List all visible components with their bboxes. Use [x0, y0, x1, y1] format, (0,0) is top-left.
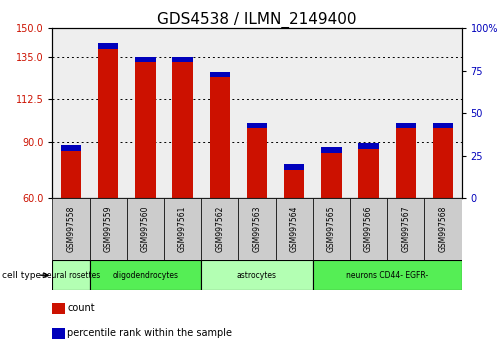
Text: GSM997558: GSM997558	[66, 206, 75, 252]
Bar	[358, 143, 379, 198]
Text: GSM997563: GSM997563	[252, 206, 261, 252]
Bar	[284, 164, 304, 198]
Bar	[313, 260, 462, 290]
Bar	[284, 164, 304, 170]
Text: GSM997559: GSM997559	[104, 206, 113, 252]
Bar	[52, 260, 90, 290]
Bar	[239, 198, 275, 260]
Bar	[396, 123, 416, 198]
Bar	[52, 198, 90, 260]
Text: count: count	[67, 303, 95, 313]
Bar	[396, 123, 416, 129]
Bar	[201, 198, 239, 260]
Bar	[201, 260, 313, 290]
Bar	[424, 198, 462, 260]
Bar	[247, 123, 267, 129]
Bar	[247, 123, 267, 198]
Bar	[98, 44, 118, 49]
Text: GSM997564: GSM997564	[290, 206, 299, 252]
Bar	[433, 123, 453, 198]
Bar	[321, 147, 342, 153]
Bar	[210, 72, 230, 198]
Bar	[172, 57, 193, 62]
Bar	[90, 198, 127, 260]
Bar	[135, 57, 156, 62]
Text: GSM997560: GSM997560	[141, 206, 150, 252]
Bar	[172, 57, 193, 198]
Text: GSM997565: GSM997565	[327, 206, 336, 252]
Bar	[135, 57, 156, 198]
Bar	[321, 147, 342, 198]
Bar	[313, 198, 350, 260]
Text: cell type: cell type	[2, 271, 41, 280]
Bar	[90, 260, 201, 290]
Bar	[210, 72, 230, 78]
Bar	[350, 198, 387, 260]
Bar	[98, 44, 118, 198]
Text: neural rosettes: neural rosettes	[42, 271, 100, 280]
Bar	[164, 198, 201, 260]
Bar	[275, 198, 313, 260]
Text: GSM997562: GSM997562	[215, 206, 224, 252]
Text: GSM997561: GSM997561	[178, 206, 187, 252]
Text: astrocytes: astrocytes	[237, 271, 277, 280]
Text: neurons CD44- EGFR-: neurons CD44- EGFR-	[346, 271, 428, 280]
Text: GSM997568: GSM997568	[439, 206, 448, 252]
Bar	[127, 198, 164, 260]
Bar	[358, 143, 379, 149]
Bar	[61, 145, 81, 198]
Text: GSM997566: GSM997566	[364, 206, 373, 252]
Text: oligodendrocytes: oligodendrocytes	[112, 271, 178, 280]
Bar	[387, 198, 424, 260]
Text: percentile rank within the sample: percentile rank within the sample	[67, 328, 233, 338]
Bar	[61, 145, 81, 151]
Title: GDS4538 / ILMN_2149400: GDS4538 / ILMN_2149400	[157, 12, 357, 28]
Bar	[433, 123, 453, 129]
Text: GSM997567: GSM997567	[401, 206, 410, 252]
